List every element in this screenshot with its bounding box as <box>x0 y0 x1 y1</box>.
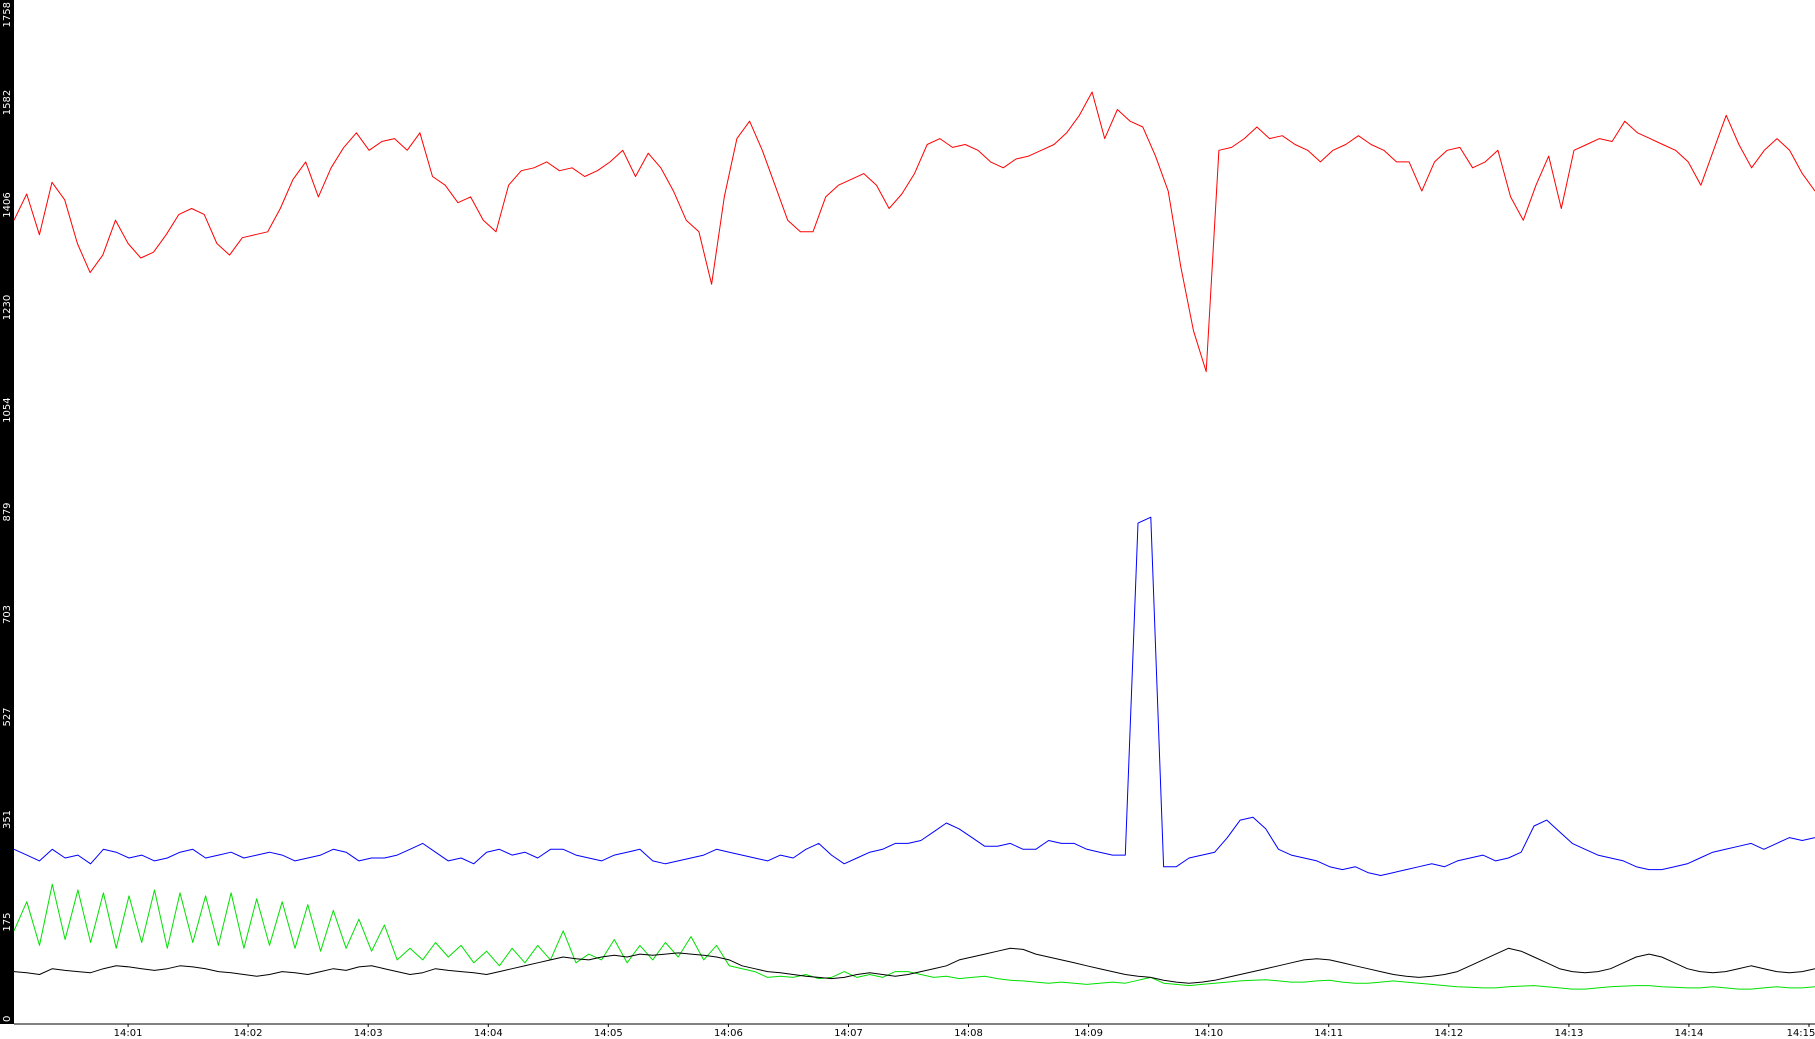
y-tick-label: 175 <box>2 913 13 932</box>
x-tick-label: 14:06 <box>714 1028 743 1039</box>
x-tick-label: 14:10 <box>1194 1028 1223 1039</box>
y-tick-label: 1230 <box>2 295 13 320</box>
y-tick-labels: 0 175 351 527 703 879 1054 1230 1406 1582 1758 <box>2 2 13 1022</box>
x-tick-label: 14:04 <box>474 1028 503 1039</box>
x-tick-label: 14:08 <box>954 1028 983 1039</box>
y-tick-label: 1582 <box>2 90 13 115</box>
y-tick-label: 1758 <box>2 2 13 27</box>
y-tick-label: 0 <box>2 1016 13 1022</box>
series-line-4 <box>13 947 1815 984</box>
x-tick-label: 14:07 <box>834 1028 863 1039</box>
y-axis-band <box>0 0 14 1024</box>
x-tick-label: 14:12 <box>1434 1028 1463 1039</box>
series-layer <box>13 91 1815 990</box>
x-tick-label: 14:13 <box>1554 1028 1583 1039</box>
x-tick-label: 14:01 <box>114 1028 143 1039</box>
x-tick-labels: 14:01 14:02 14:03 14:04 14:05 14:06 14:07 14:08… <box>114 1024 1815 1039</box>
series-line-1 <box>13 91 1815 373</box>
y-tick-label: 703 <box>2 605 13 624</box>
y-tick-label: 1406 <box>2 192 13 217</box>
x-tick-label: 14:03 <box>354 1028 383 1039</box>
series-line-2 <box>13 516 1815 876</box>
y-tick-label: 1054 <box>2 397 13 422</box>
x-tick-label: 14:11 <box>1314 1028 1343 1039</box>
x-tick-label: 14:02 <box>234 1028 263 1039</box>
x-tick-label: 14:05 <box>594 1028 623 1039</box>
x-tick-label: 14:15 <box>1787 1028 1815 1039</box>
x-tick-label: 14:14 <box>1674 1028 1703 1039</box>
y-tick-label: 351 <box>2 810 13 829</box>
x-tick-label: 14:09 <box>1074 1028 1103 1039</box>
y-tick-label: 527 <box>2 707 13 726</box>
y-tick-label: 879 <box>2 502 13 521</box>
